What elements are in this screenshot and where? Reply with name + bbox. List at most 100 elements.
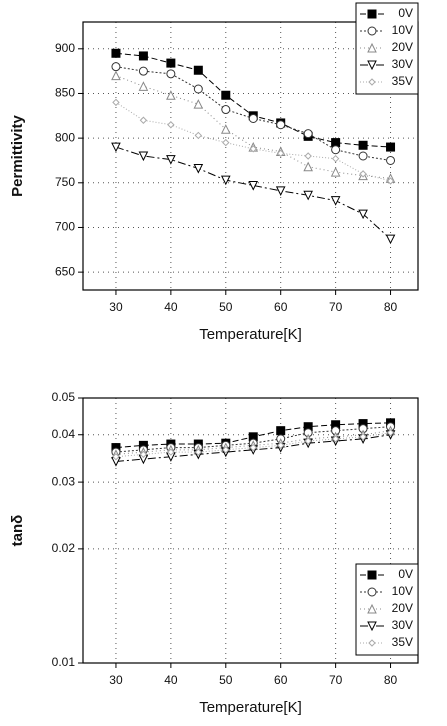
marker (367, 621, 377, 632)
y-tick-label: 0.05 (52, 390, 76, 404)
marker (276, 426, 286, 436)
y-tick-label: 650 (55, 264, 75, 278)
x-tick-label: 80 (384, 673, 398, 687)
marker (166, 155, 176, 165)
marker (367, 9, 377, 19)
marker (276, 441, 285, 450)
marker (303, 161, 313, 172)
marker (385, 234, 396, 245)
x-tick-label: 60 (274, 673, 288, 687)
marker (359, 170, 367, 178)
marker (194, 448, 203, 456)
marker (367, 603, 377, 614)
legend-label: 30V (392, 57, 413, 71)
marker (193, 99, 204, 109)
x-tick-label: 40 (164, 300, 178, 314)
y-tick-label: 850 (55, 86, 75, 100)
marker (276, 149, 285, 158)
marker (330, 166, 341, 177)
marker (193, 84, 203, 94)
marker (220, 124, 231, 134)
marker (111, 142, 121, 153)
series-line (115, 75, 391, 179)
marker (368, 639, 376, 647)
marker (111, 62, 121, 72)
marker (222, 138, 230, 147)
legend-label: 35V (392, 74, 413, 88)
marker (112, 98, 120, 107)
legend-label: 0V (398, 6, 413, 20)
marker (248, 113, 258, 123)
marker (221, 105, 231, 115)
marker (386, 142, 396, 152)
marker (249, 443, 257, 452)
marker (138, 66, 148, 76)
marker (304, 152, 312, 160)
legend-label: 20V (392, 40, 413, 54)
marker (358, 151, 368, 161)
marker (386, 155, 396, 165)
marker (276, 120, 286, 130)
marker (249, 145, 257, 153)
marker (330, 196, 341, 206)
marker (303, 190, 313, 201)
marker (275, 186, 286, 196)
marker (111, 48, 121, 58)
marker (138, 81, 149, 91)
marker (248, 180, 259, 191)
marker (193, 65, 203, 75)
x-tick-label: 30 (109, 300, 123, 314)
marker (166, 69, 176, 79)
x-tick-label: 80 (384, 300, 398, 314)
x-axis-title: Temperature[K] (199, 699, 302, 716)
x-tick-label: 30 (109, 673, 123, 687)
x-tick-label: 50 (219, 673, 233, 687)
marker (331, 435, 340, 443)
marker (112, 453, 120, 461)
marker (138, 51, 148, 61)
legend-label: 35V (392, 635, 413, 649)
marker (222, 446, 230, 454)
marker (386, 177, 395, 185)
x-tick-label: 70 (329, 300, 343, 314)
series-line (115, 146, 391, 240)
marker (221, 90, 231, 100)
y-tick-label: 750 (55, 175, 75, 189)
x-tick-label: 40 (164, 673, 178, 687)
marker (111, 70, 121, 81)
marker (167, 121, 175, 129)
series-line (115, 52, 391, 148)
marker (386, 428, 395, 437)
plot-frame (82, 397, 419, 664)
y-tick-label: 900 (55, 41, 75, 55)
legend-label: 0V (398, 567, 413, 581)
marker (139, 116, 148, 124)
legend-label: 30V (392, 618, 413, 632)
marker (138, 151, 149, 162)
y-tick-label: 0.03 (52, 474, 76, 488)
marker (367, 60, 377, 71)
series-line (115, 432, 391, 458)
marker (167, 448, 175, 456)
x-tick-label: 60 (274, 300, 288, 314)
marker (367, 42, 377, 53)
y-axis-title: tanδ (9, 515, 26, 547)
y-axis-title: Permittivity (9, 114, 26, 196)
y-tick-label: 0.04 (52, 427, 76, 441)
x-tick-label: 50 (219, 300, 233, 314)
marker (331, 145, 341, 155)
marker (331, 154, 340, 163)
marker (139, 450, 148, 459)
marker (166, 90, 176, 100)
marker (304, 437, 312, 445)
plot-frame (82, 21, 419, 291)
marker (358, 140, 368, 150)
marker (368, 78, 376, 86)
y-tick-label: 0.02 (52, 541, 76, 555)
marker (220, 175, 231, 186)
marker (367, 26, 377, 36)
legend-label: 10V (392, 23, 413, 37)
series-line (115, 101, 391, 182)
marker (367, 587, 377, 597)
